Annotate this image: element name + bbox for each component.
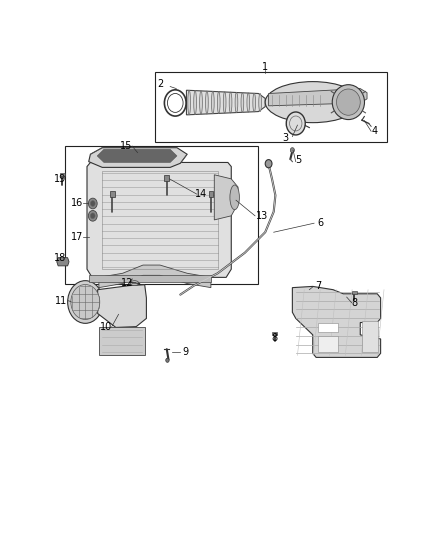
Ellipse shape <box>223 92 226 113</box>
Bar <box>352 292 357 294</box>
Circle shape <box>290 148 294 152</box>
Text: 6: 6 <box>317 218 323 228</box>
Ellipse shape <box>212 91 214 114</box>
Polygon shape <box>99 327 145 356</box>
Circle shape <box>166 358 169 362</box>
Circle shape <box>88 198 97 209</box>
Circle shape <box>265 159 272 168</box>
Text: 5: 5 <box>295 155 302 165</box>
Text: 13: 13 <box>256 211 268 221</box>
Ellipse shape <box>200 91 202 114</box>
Bar <box>60 173 64 175</box>
Ellipse shape <box>332 85 364 119</box>
Polygon shape <box>97 149 177 163</box>
Polygon shape <box>98 285 146 327</box>
Polygon shape <box>293 286 381 358</box>
Text: 15: 15 <box>120 141 132 151</box>
Text: 8: 8 <box>272 333 278 343</box>
Text: 2: 2 <box>157 79 163 90</box>
Text: 1: 1 <box>261 62 268 72</box>
Ellipse shape <box>229 92 232 113</box>
Circle shape <box>67 281 103 324</box>
Bar <box>208 191 213 197</box>
Polygon shape <box>268 88 367 106</box>
Bar <box>88 275 211 282</box>
Text: 17: 17 <box>71 232 83 242</box>
Polygon shape <box>187 90 265 115</box>
Ellipse shape <box>265 82 360 123</box>
Ellipse shape <box>130 281 139 286</box>
Text: 9: 9 <box>182 347 188 357</box>
Ellipse shape <box>253 93 255 112</box>
Circle shape <box>286 112 305 135</box>
Ellipse shape <box>194 91 196 115</box>
Bar <box>164 175 169 181</box>
Circle shape <box>90 200 95 206</box>
Circle shape <box>90 213 95 219</box>
Ellipse shape <box>230 185 240 209</box>
Bar <box>102 171 218 269</box>
Text: 3: 3 <box>283 133 289 143</box>
Circle shape <box>71 285 100 319</box>
Text: 19: 19 <box>54 174 66 184</box>
Text: 4: 4 <box>371 126 378 136</box>
Text: 12: 12 <box>120 278 133 288</box>
Ellipse shape <box>247 93 250 112</box>
Bar <box>272 333 277 335</box>
Text: 16: 16 <box>71 198 83 208</box>
Bar <box>318 324 338 332</box>
Polygon shape <box>88 148 187 167</box>
Ellipse shape <box>336 89 360 115</box>
Bar <box>362 321 378 352</box>
Polygon shape <box>57 257 69 266</box>
Text: 11: 11 <box>55 296 67 306</box>
Ellipse shape <box>188 90 191 115</box>
Circle shape <box>88 211 97 221</box>
Bar <box>65 146 258 284</box>
Bar <box>155 72 387 142</box>
Text: 10: 10 <box>100 321 113 332</box>
Text: 18: 18 <box>54 254 66 263</box>
Polygon shape <box>214 175 238 220</box>
Ellipse shape <box>217 92 220 114</box>
Text: 14: 14 <box>195 189 208 199</box>
Text: 7: 7 <box>314 280 321 290</box>
Bar <box>318 336 338 352</box>
Ellipse shape <box>241 93 244 112</box>
Ellipse shape <box>235 92 238 112</box>
Polygon shape <box>87 163 231 277</box>
Bar <box>110 191 115 197</box>
Ellipse shape <box>205 91 208 114</box>
Ellipse shape <box>259 93 261 111</box>
Polygon shape <box>99 265 211 288</box>
Text: 8: 8 <box>351 298 357 308</box>
